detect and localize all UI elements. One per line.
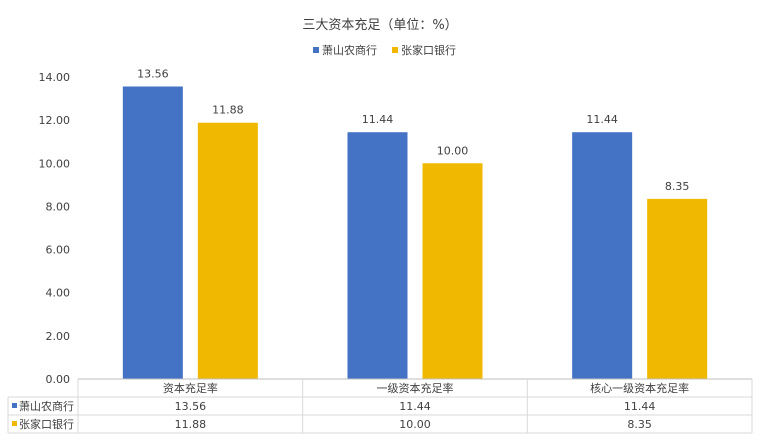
table-cell-series2-cat3: 8.35	[627, 418, 652, 431]
bar-series1-cat1	[122, 86, 183, 380]
table-cell-series2-cat1: 11.88	[175, 418, 207, 431]
y-tick-label-2: 2.00	[46, 330, 71, 343]
bar-series1-cat2	[347, 132, 408, 379]
table-series-name-2: 张家口银行	[19, 417, 74, 431]
legend-label-1: 萧山农商行	[322, 43, 377, 57]
y-tick-label-6: 10.00	[39, 157, 71, 170]
y-tick-label-1: 0.00	[46, 373, 71, 386]
data-label-series2-cat2: 10.00	[437, 144, 469, 157]
table-series-swatch-1	[12, 403, 17, 408]
data-label-series1-cat1: 13.56	[137, 67, 169, 80]
legend-label-2: 张家口银行	[401, 43, 456, 57]
table-cell-series2-cat2: 10.00	[399, 418, 431, 431]
y-tick-label-5: 8.00	[46, 200, 71, 213]
data-label-series1-cat3: 11.44	[586, 113, 618, 126]
y-tick-label-3: 4.00	[46, 287, 71, 300]
bar-series1-cat3	[572, 132, 633, 379]
table-series-name-1: 萧山农商行	[19, 399, 74, 413]
table-category-3: 核心一级资本充足率	[590, 381, 689, 395]
y-axis: 0.00 2.00 4.00 6.00 8.00 10.00 12.00 14.00	[39, 71, 71, 386]
table-category-1: 资本充足率	[163, 381, 218, 395]
bars	[122, 86, 708, 380]
table-cell-series1-cat3: 11.44	[624, 400, 656, 413]
table-series-swatch-2	[12, 421, 17, 426]
data-labels: 13.56 11.44 11.44 11.88 10.00 8.35	[137, 67, 689, 192]
legend-swatch-2	[392, 47, 398, 53]
data-label-series1-cat2: 11.44	[362, 113, 394, 126]
chart-title: 三大资本充足（单位：%）	[302, 17, 457, 33]
data-label-series2-cat3: 8.35	[665, 180, 690, 193]
bar-series2-cat1	[197, 122, 258, 379]
y-tick-label-7: 12.00	[39, 114, 71, 127]
legend: 萧山农商行 张家口银行	[313, 43, 456, 57]
legend-swatch-1	[313, 47, 319, 53]
y-tick-label-8: 14.00	[39, 71, 71, 84]
bar-series2-cat3	[647, 198, 708, 379]
data-label-series2-cat1: 11.88	[212, 104, 244, 117]
table-category-2: 一级资本充足率	[377, 381, 454, 395]
table-cell-series1-cat2: 11.44	[399, 400, 431, 413]
bar-series2-cat2	[422, 163, 483, 379]
y-tick-label-4: 6.00	[46, 244, 71, 257]
table-cell-series1-cat1: 13.56	[175, 400, 207, 413]
